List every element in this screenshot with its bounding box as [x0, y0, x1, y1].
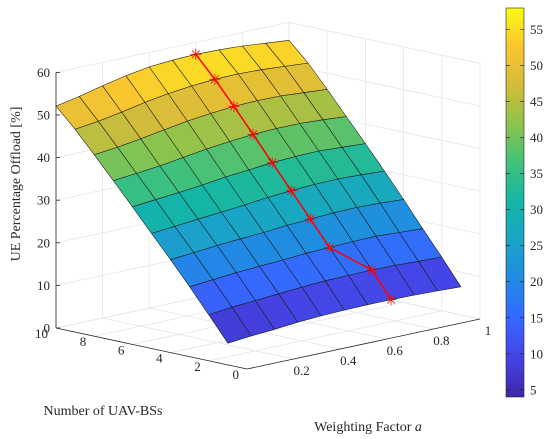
path-marker — [247, 128, 259, 140]
a-tick-label: 0.6 — [387, 343, 404, 358]
colorbar-ticks: 5 10 15 20 25 30 35 40 45 50 55 — [506, 22, 543, 397]
x-axis-line — [246, 318, 481, 370]
path-marker — [190, 48, 202, 60]
path-marker — [304, 213, 316, 225]
n-tick-label: 4 — [156, 351, 163, 366]
n-tick-label: 0 — [233, 367, 240, 382]
colorbar-gradient — [505, 7, 525, 398]
surface-cell — [418, 256, 462, 292]
z-tick-label: 30 — [37, 193, 50, 208]
a-tick-label: 0.2 — [293, 363, 309, 378]
n-tick-label: 10 — [35, 326, 48, 341]
z-tick-label: 20 — [37, 235, 50, 250]
a-tick-label: 0.4 — [340, 353, 357, 368]
surface-plot — [55, 40, 462, 344]
colorbar-tick-label: 20 — [530, 274, 543, 289]
z-axis-label: UE Percentage Offload [%] — [9, 107, 24, 262]
a-tick-label: 0.8 — [433, 333, 449, 348]
colorbar-tick-label: 55 — [530, 22, 543, 37]
path-marker — [228, 100, 240, 112]
path-marker — [266, 157, 278, 169]
colorbar-tick-label: 45 — [530, 94, 543, 109]
z-tick-label: 60 — [37, 65, 50, 80]
x-axis-label-text: Weighting Factor — [314, 420, 415, 435]
path-line — [195, 53, 392, 301]
n-tick-label: 8 — [80, 334, 87, 349]
colorbar-tick-label: 30 — [530, 202, 543, 217]
y-axis-line — [55, 327, 248, 370]
optimal-path — [190, 48, 397, 306]
x-axis-label-symbol: a — [415, 420, 422, 435]
z-tick-label: 0 — [44, 321, 51, 336]
colorbar-tick-label: 35 — [530, 166, 543, 181]
path-marker — [385, 294, 397, 306]
colorbar-tick-label: 15 — [530, 310, 543, 325]
n-tick-label: 6 — [118, 342, 125, 357]
colorbar-tick-label: 40 — [530, 130, 543, 145]
colorbar: 5 10 15 20 25 30 35 40 45 50 55 — [505, 7, 543, 398]
n-tick-label: 2 — [194, 359, 201, 374]
x-axis-label: Weighting Factor a — [314, 420, 422, 435]
colorbar-tick-label: 5 — [530, 382, 537, 397]
grid-line — [208, 55, 443, 362]
colorbar-tick-label: 10 — [530, 346, 543, 361]
z-tick-label: 40 — [37, 150, 50, 165]
y-axis-label: Number of UAV-BSs — [43, 404, 162, 419]
colorbar-tick-label: 50 — [530, 58, 543, 73]
z-tick-label: 10 — [37, 278, 50, 293]
colorbar-tick-label: 25 — [530, 238, 543, 253]
path-marker — [324, 241, 335, 253]
z-tick-label: 50 — [37, 108, 50, 123]
path-marker — [209, 73, 221, 85]
path-marker — [366, 264, 378, 276]
path-marker — [285, 185, 297, 197]
a-tick-label: 1 — [485, 323, 492, 338]
